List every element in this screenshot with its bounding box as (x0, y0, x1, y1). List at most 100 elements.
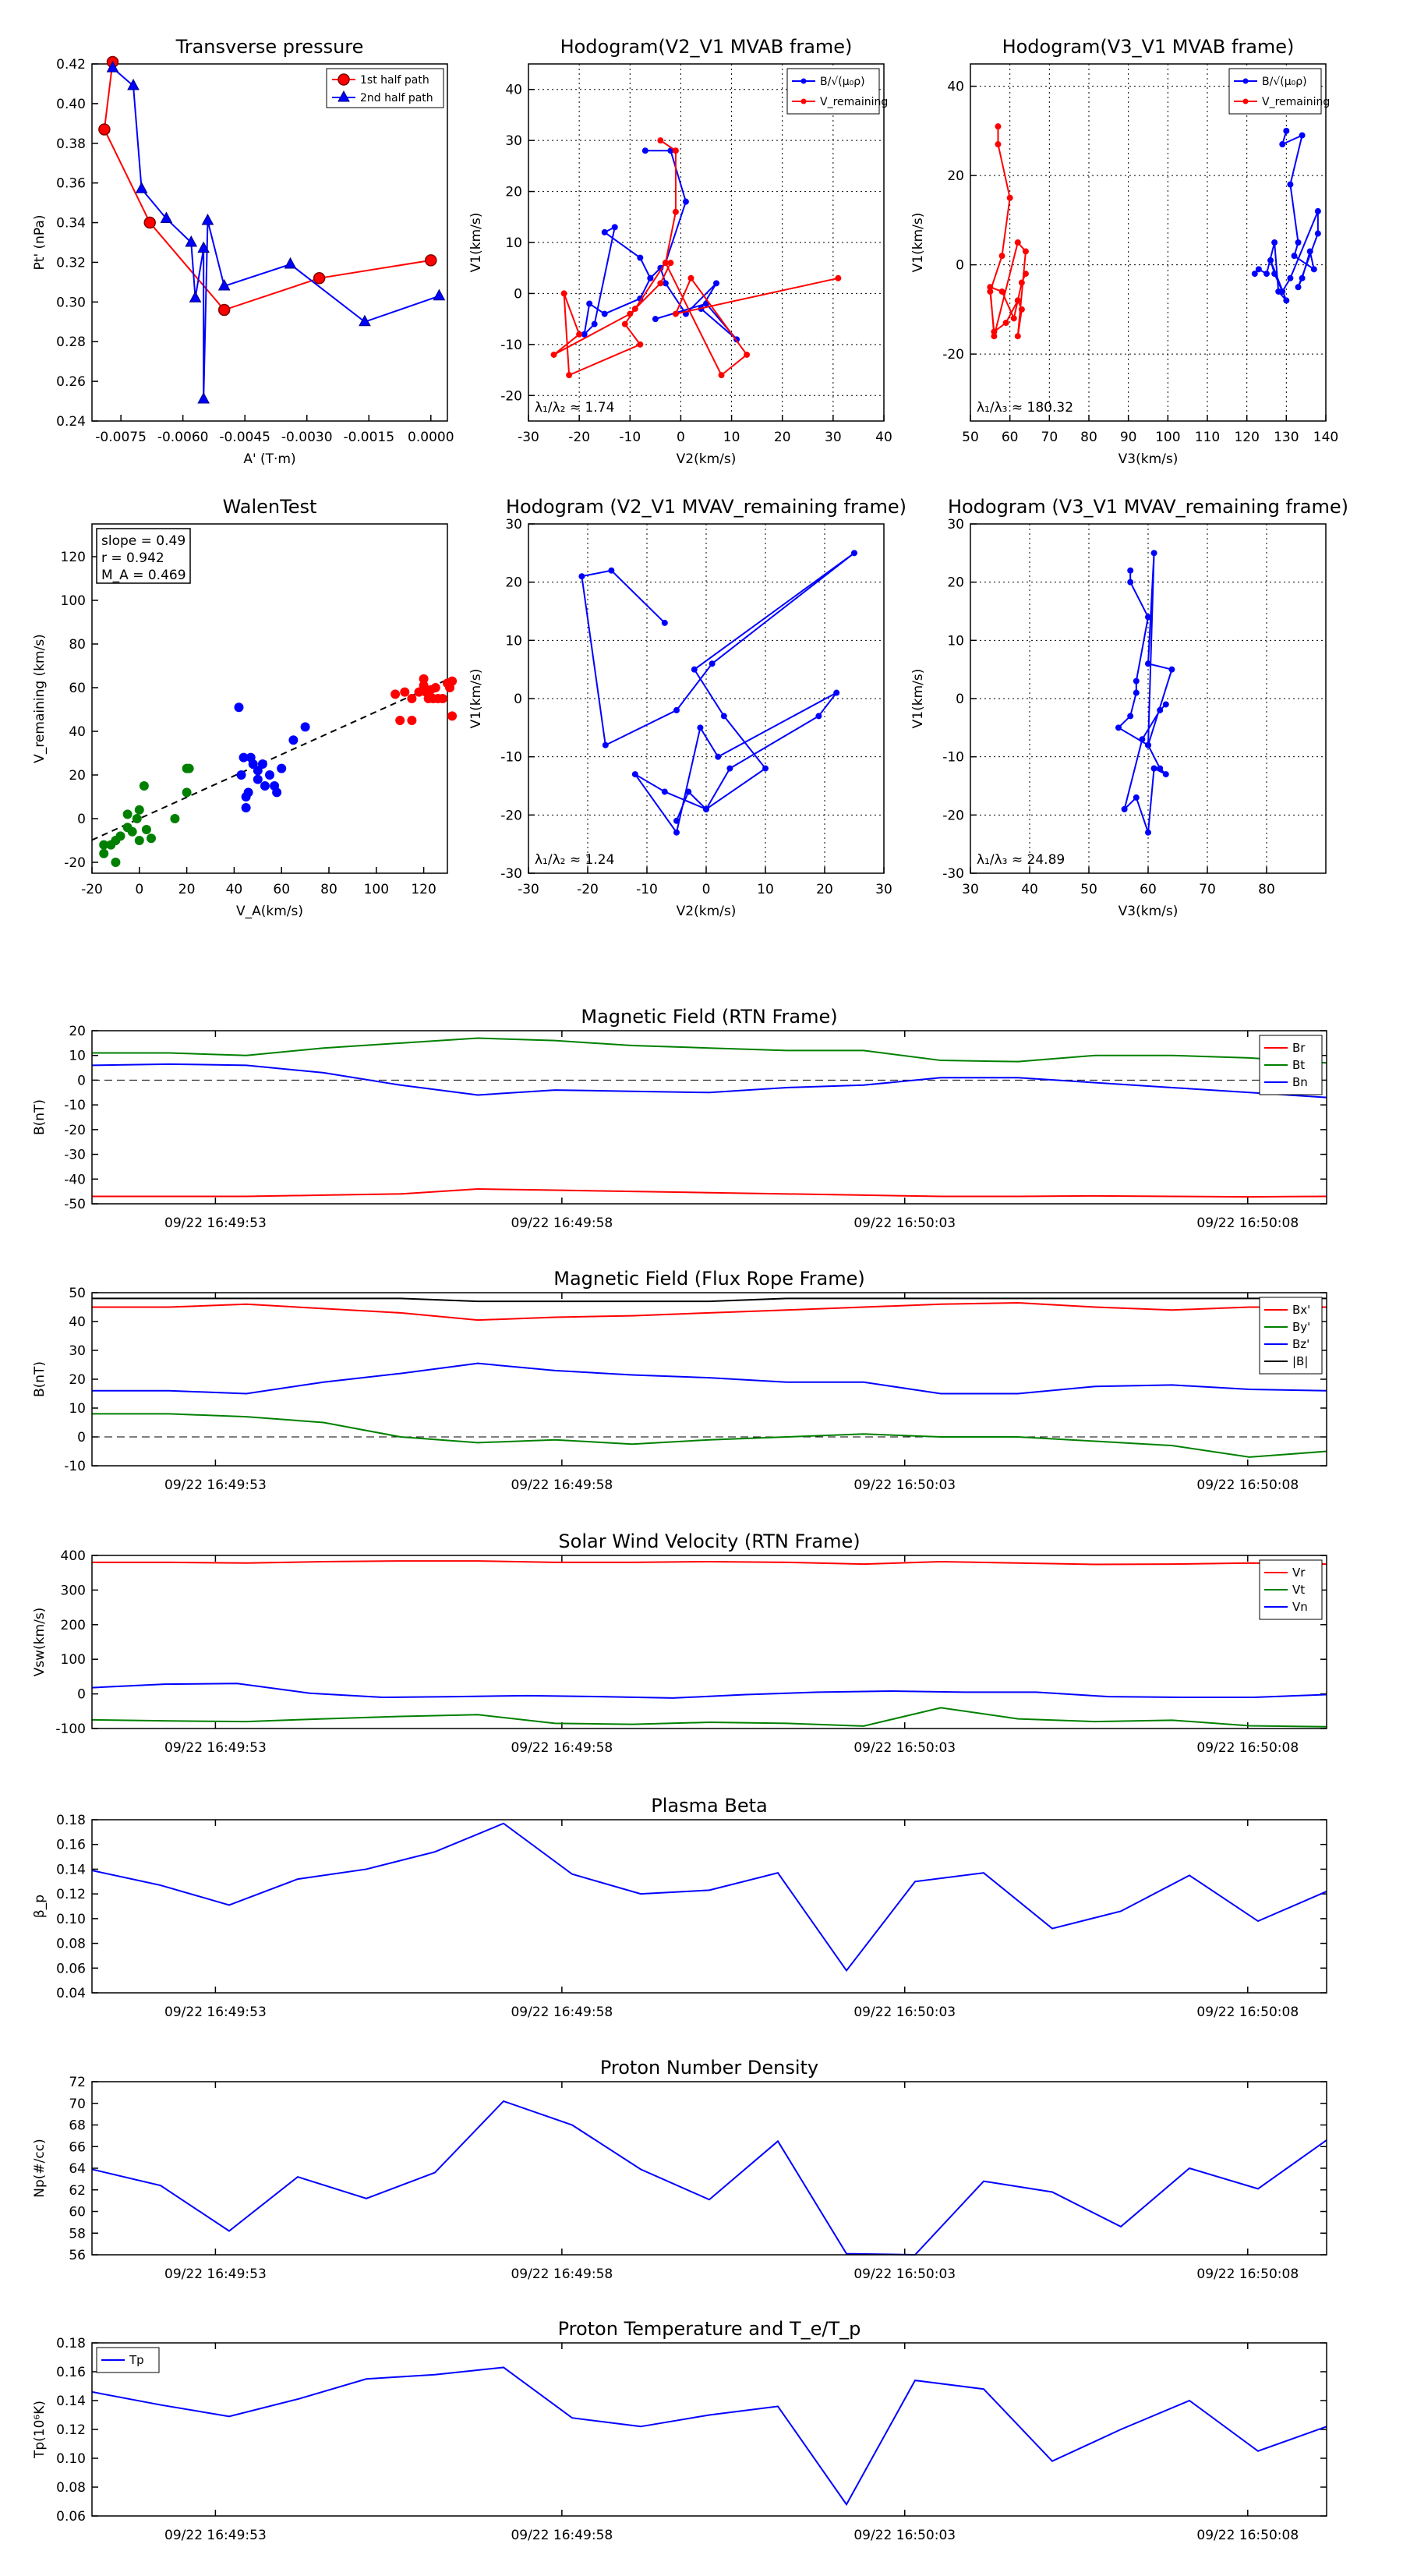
scatter-point-green (115, 831, 125, 841)
data-point (106, 61, 119, 73)
data-point (601, 310, 608, 317)
series-line-Br (92, 1187, 1327, 1198)
series-line-Np (91, 2100, 1327, 2256)
data-point (1157, 706, 1164, 713)
scatter-point-blue (236, 770, 246, 780)
x-tick-label: -30 (518, 882, 539, 897)
legend-label: Bn (1292, 1075, 1308, 1089)
legend: B/√(μ₀ρ) V_remaining (786, 68, 888, 115)
y-tick-label: 0.30 (56, 295, 86, 310)
y-tick-label: 80 (69, 637, 86, 653)
tp-frame (91, 63, 448, 422)
scatter-point-green (139, 781, 149, 791)
data-point (1299, 274, 1306, 281)
y-tick-label: -20 (64, 855, 86, 871)
y-tick-label: 0.28 (56, 334, 86, 350)
y-tick-label: 62 (69, 2183, 86, 2199)
data-point (586, 300, 593, 307)
scatter-point-green (170, 814, 180, 823)
data-point (433, 288, 446, 301)
data-point (611, 224, 618, 231)
data-point (1127, 579, 1134, 586)
y-tick-label: 0.18 (56, 1813, 86, 1828)
data-point (98, 123, 111, 136)
y-tick-label: -40 (64, 1172, 86, 1187)
legend-label: |B| (1292, 1354, 1308, 1368)
x-tick-label: 09/22 16:50:08 (1196, 1215, 1299, 1231)
data-point (313, 272, 326, 285)
x-tick-label: 10 (723, 430, 740, 445)
beta-panel: Plasma Beta 0.04 0.06 0.08 0.10 0.12 0.14 0.16 0… (32, 1795, 1327, 2020)
data-point (1022, 248, 1029, 255)
x-tick-label: 130 (1274, 430, 1299, 445)
y-tick-label: 10 (947, 633, 964, 649)
data-point (1271, 239, 1278, 246)
tp2-title: Proton Temperature and T_e/T_p (558, 2318, 861, 2340)
data-point (201, 213, 214, 225)
h1-ylabel: V1(km/s) (468, 213, 484, 273)
x-tick-label: 0 (677, 430, 685, 445)
h4-panel: Hodogram (V3_V1 MVAV_remaining frame)30 4… (910, 496, 1348, 919)
np-ylabel: Np(#/cc) (32, 2139, 48, 2197)
x-tick-label: 09/22 16:50:08 (1196, 1740, 1299, 1756)
y-tick-label: -20 (500, 388, 522, 404)
stats-line: r = 0.942 (101, 550, 164, 566)
x-tick-label: 70 (1199, 882, 1216, 897)
data-point (1006, 194, 1013, 201)
mf_fr-title: Magnetic Field (Flux Rope Frame) (553, 1268, 864, 1290)
x-tick-label: 09/22 16:49:53 (164, 1215, 267, 1231)
h4-ylabel: V1(km/s) (910, 669, 926, 729)
y-tick-label: 58 (69, 2226, 86, 2242)
data-point (631, 771, 638, 778)
tp2-ylabel: Tp(10⁶K) (32, 2401, 48, 2459)
x-tick-label: 09/22 16:49:58 (511, 1477, 613, 1493)
scatter-point-green (99, 840, 109, 850)
series-line-Bt (92, 1037, 1327, 1064)
data-point (1263, 271, 1270, 278)
mf_rtn-panel: Magnetic Field (RTN Frame) -50 -40 -30 -20 -1… (32, 1006, 1327, 1231)
y-tick-label: 0 (77, 1073, 86, 1088)
y-tick-label: 0.18 (56, 2336, 86, 2351)
legend-label: Tp (129, 2353, 144, 2367)
y-tick-label: 10 (505, 235, 522, 251)
data-point (591, 320, 598, 327)
mf_rtn-frame (91, 1030, 1327, 1205)
h1-panel: Hodogram(V2_V1 MVAB frame) -30 -20 -10 0 10 20… (468, 36, 892, 467)
legend-marker (1242, 98, 1249, 104)
series-line-Vt (91, 1707, 1327, 1728)
h3-panel: Hodogram (V2_V1 MVAV_remaining frame) -30… (468, 496, 906, 919)
x-tick-label: 140 (1313, 430, 1338, 445)
scatter-point-green (122, 809, 133, 819)
y-tick-label: 0 (956, 258, 964, 274)
stats-line: slope = 0.49 (101, 533, 186, 549)
scatter-point-red (419, 674, 429, 684)
legend-marker (337, 90, 350, 102)
series-line (1254, 130, 1319, 302)
data-point (1310, 266, 1317, 273)
legend-box (1228, 68, 1322, 115)
data-point (995, 123, 1002, 130)
data-point (662, 260, 669, 267)
stats-frame (96, 528, 191, 584)
data-point (1121, 805, 1128, 812)
x-tick-label: 30 (962, 882, 979, 897)
scatter-point-green (182, 787, 192, 798)
y-tick-label: 60 (69, 681, 86, 696)
legend: 1st half path 2nd half path (326, 68, 444, 108)
data-point (744, 351, 751, 358)
y-tick-label: 0.24 (56, 414, 86, 430)
y-tick-label: 40 (69, 724, 86, 740)
y-tick-label: -10 (942, 750, 964, 766)
legend-label: Vn (1292, 1600, 1308, 1614)
data-point (1283, 297, 1290, 304)
x-tick-label: -20 (81, 882, 103, 897)
data-point (1275, 288, 1282, 295)
data-point (641, 147, 648, 154)
y-tick-label: 0 (77, 1687, 86, 1703)
y-tick-label: 30 (947, 517, 964, 533)
series-line (583, 150, 737, 341)
data-point (1314, 207, 1321, 214)
data-point (359, 314, 371, 327)
y-tick-label: 20 (505, 575, 522, 591)
x-tick-label: -0.0060 (157, 430, 209, 445)
